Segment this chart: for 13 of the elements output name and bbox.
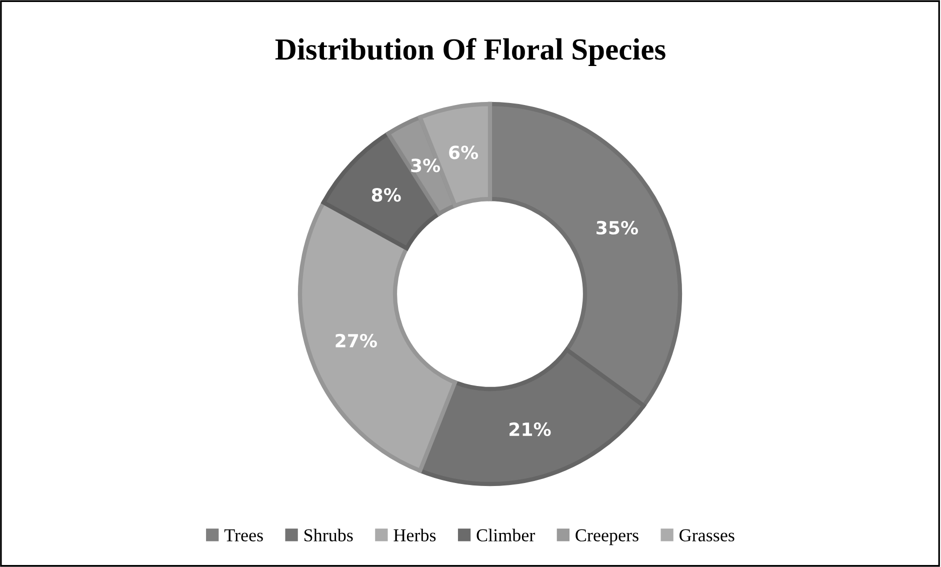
legend-label: Grasses (680, 529, 734, 542)
legend-label: Trees (224, 529, 263, 542)
data-label: 3% (411, 158, 440, 172)
legend-label: Shrubs (304, 528, 353, 542)
data-label: 6% (449, 146, 478, 160)
data-label: 8% (372, 188, 401, 202)
legend-label: Creepers (576, 529, 638, 546)
chart-title: Distribution Of Floral Species (275, 38, 666, 66)
data-label: 35% (596, 220, 638, 235)
data-label: 27% (336, 334, 377, 348)
legend-label: Herbs (394, 528, 436, 542)
legend-label: Climber (476, 528, 536, 542)
data-label: 21% (510, 422, 551, 436)
